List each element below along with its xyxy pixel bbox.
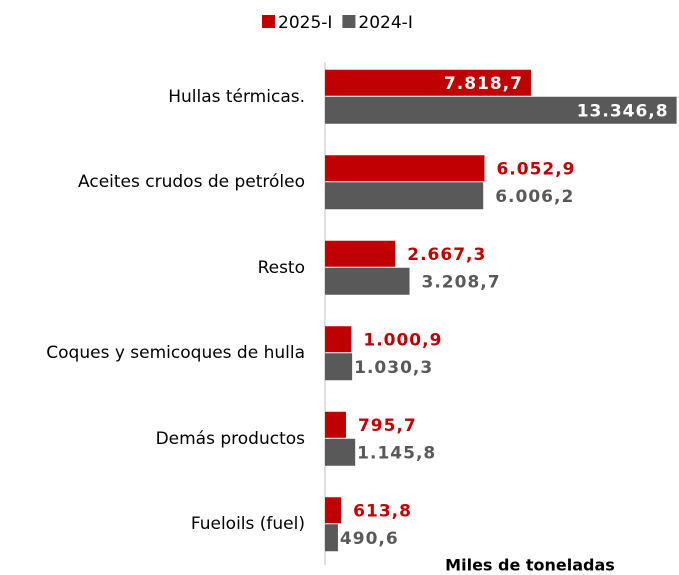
legend-swatch [262,15,275,28]
value-label: 6.052,9 [496,159,575,179]
value-label: 1.030,3 [354,358,433,378]
bar [325,353,353,381]
value-label: 795,7 [358,416,417,436]
bar [325,96,677,124]
category-label: Hullas térmicas. [168,86,305,107]
category-label: Aceites crudos de petróleo [78,172,305,193]
value-label: 13.346,8 [577,101,669,121]
bar [325,155,485,182]
legend-swatch [342,15,356,28]
legend-label: 2024-I [358,13,412,33]
bar [325,267,410,295]
category-label: Demás productos [155,428,305,449]
value-label: 1.145,8 [357,443,436,463]
value-label: 613,8 [353,501,412,521]
category-label: Fueloils (fuel) [190,514,305,535]
bar [325,497,342,524]
bar [325,411,346,438]
category-label: Coques y semicoques de hulla [46,343,305,364]
bar [325,326,352,353]
value-label: 2.667,3 [407,245,486,265]
bar [325,69,531,96]
value-label: 3.208,7 [422,272,501,292]
bar [325,438,356,466]
bar [325,524,338,552]
legend-label: 2025-I [278,13,332,33]
bar [325,182,484,210]
value-label: 7.818,7 [444,74,523,94]
value-label: 6.006,2 [495,187,574,207]
bar [325,240,396,267]
axis-unit-label: Miles de toneladas [445,556,615,575]
category-label: Resto [257,257,305,278]
value-label: 1.000,9 [363,330,442,350]
value-label: 490,6 [340,529,399,549]
